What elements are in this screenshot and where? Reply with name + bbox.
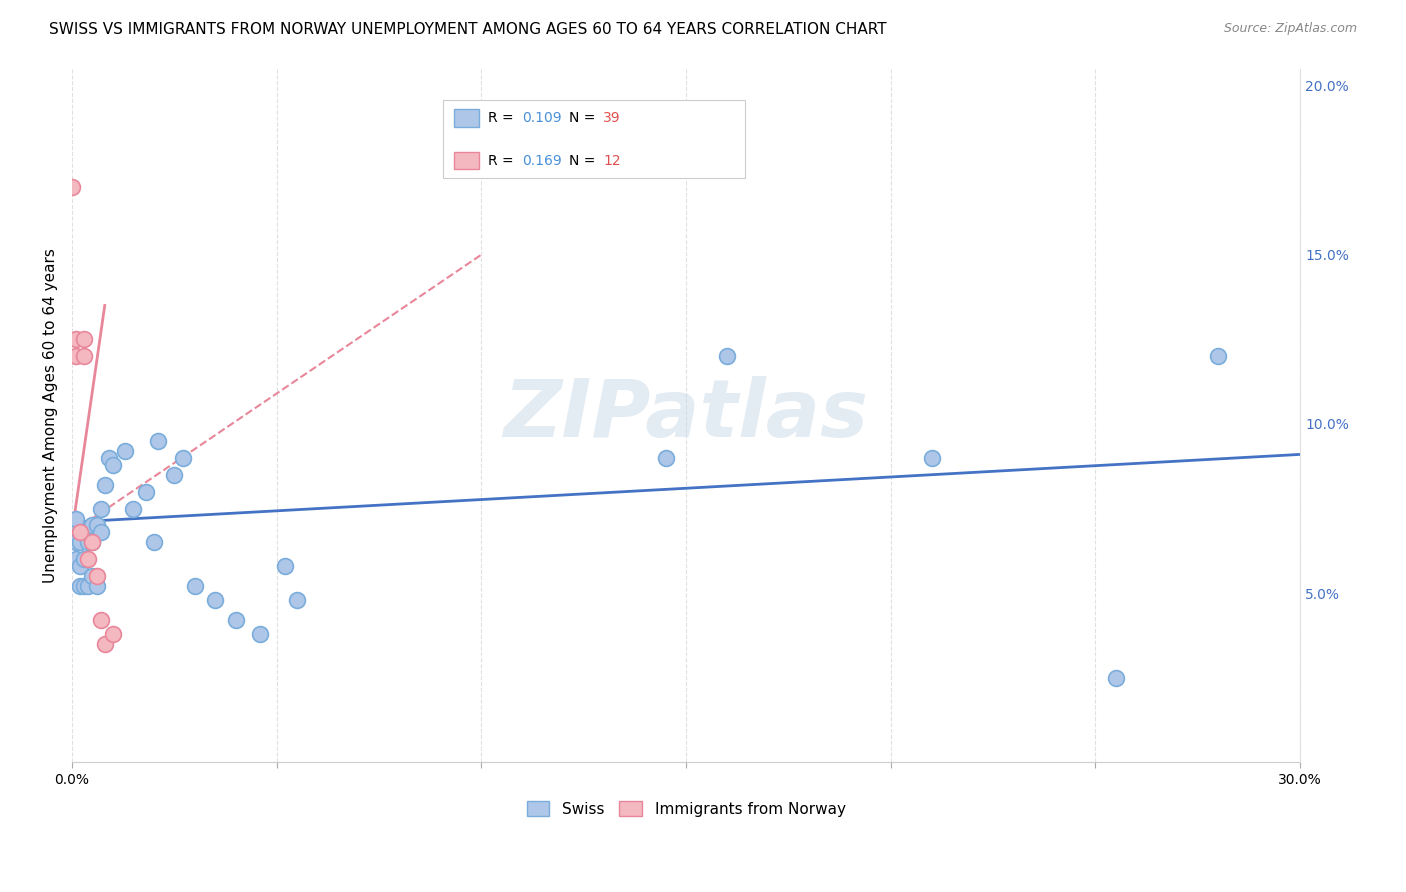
Swiss — [86, 579, 108, 593]
Swiss — [60, 525, 83, 540]
Immigrants from Norway — [65, 332, 87, 346]
Swiss — [921, 450, 943, 465]
Swiss — [163, 467, 186, 482]
Swiss — [82, 569, 104, 583]
Text: SWISS VS IMMIGRANTS FROM NORWAY UNEMPLOYMENT AMONG AGES 60 TO 64 YEARS CORRELATI: SWISS VS IMMIGRANTS FROM NORWAY UNEMPLOY… — [49, 22, 887, 37]
Swiss — [114, 444, 136, 458]
Immigrants from Norway — [69, 525, 91, 540]
Swiss — [77, 579, 100, 593]
Swiss — [90, 501, 112, 516]
Text: 0.109: 0.109 — [522, 111, 561, 125]
Swiss — [69, 559, 91, 574]
Immigrants from Norway — [73, 332, 96, 346]
Swiss — [122, 501, 145, 516]
Immigrants from Norway — [60, 180, 83, 194]
Text: 0.169: 0.169 — [522, 153, 561, 168]
Swiss — [184, 579, 207, 593]
Swiss — [86, 518, 108, 533]
Text: N =: N = — [569, 153, 600, 168]
Text: N =: N = — [569, 111, 600, 125]
Swiss — [73, 552, 96, 566]
Swiss — [65, 535, 87, 549]
Legend: Swiss, Immigrants from Norway: Swiss, Immigrants from Norway — [519, 793, 853, 824]
Swiss — [69, 579, 91, 593]
Swiss — [285, 593, 308, 607]
Text: ZIPatlas: ZIPatlas — [503, 376, 869, 455]
Swiss — [716, 349, 738, 363]
Swiss — [90, 525, 112, 540]
Text: Source: ZipAtlas.com: Source: ZipAtlas.com — [1223, 22, 1357, 36]
Swiss — [65, 552, 87, 566]
Immigrants from Norway — [82, 535, 104, 549]
Swiss — [135, 484, 157, 499]
Text: 39: 39 — [603, 111, 621, 125]
Y-axis label: Unemployment Among Ages 60 to 64 years: Unemployment Among Ages 60 to 64 years — [44, 248, 58, 582]
Swiss — [146, 434, 169, 448]
Swiss — [654, 450, 676, 465]
Immigrants from Norway — [86, 569, 108, 583]
Swiss — [73, 579, 96, 593]
Swiss — [101, 458, 124, 472]
Immigrants from Norway — [77, 552, 100, 566]
Swiss — [69, 535, 91, 549]
Swiss — [274, 559, 297, 574]
Swiss — [249, 627, 271, 641]
Swiss — [225, 613, 247, 627]
Immigrants from Norway — [101, 627, 124, 641]
Swiss — [97, 450, 120, 465]
Swiss — [172, 450, 194, 465]
Swiss — [142, 535, 165, 549]
Text: R =: R = — [488, 111, 517, 125]
Immigrants from Norway — [73, 349, 96, 363]
Swiss — [77, 535, 100, 549]
Swiss — [1105, 671, 1128, 685]
Swiss — [65, 512, 87, 526]
Swiss — [82, 535, 104, 549]
Immigrants from Norway — [94, 637, 117, 651]
Text: 12: 12 — [603, 153, 621, 168]
Swiss — [204, 593, 226, 607]
Swiss — [94, 478, 117, 492]
Swiss — [1206, 349, 1229, 363]
Immigrants from Norway — [65, 349, 87, 363]
Swiss — [82, 518, 104, 533]
Immigrants from Norway — [90, 613, 112, 627]
Text: R =: R = — [488, 153, 517, 168]
